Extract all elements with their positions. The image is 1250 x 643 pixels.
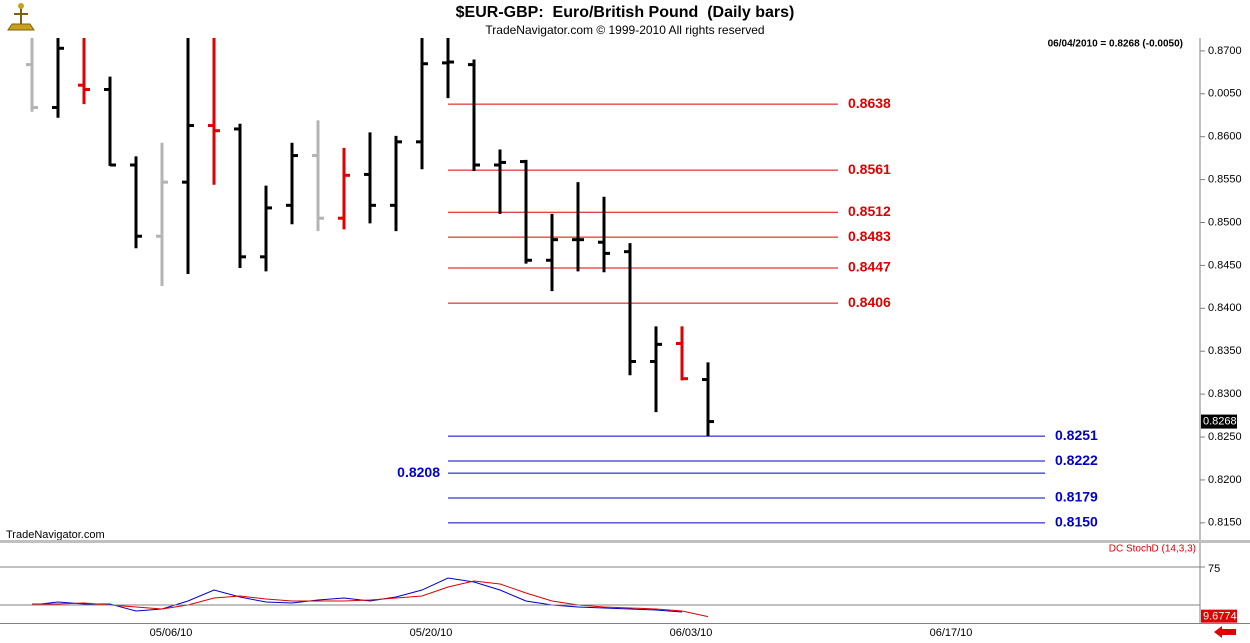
y-tick-label: 0.8700: [1208, 45, 1242, 57]
indicator-title: DC StochD (14,3,3): [1109, 544, 1196, 555]
y-tick-label: 0.0050: [1208, 88, 1242, 100]
y-tick-label: 0.8250: [1208, 431, 1242, 443]
y-tick-label: 0.8550: [1208, 173, 1242, 185]
y-tick-label: 0.8400: [1208, 302, 1242, 314]
y-tick-label: 0.8150: [1208, 517, 1242, 529]
y-tick-label: 0.8500: [1208, 216, 1242, 228]
y-tick-label: 0.8600: [1208, 131, 1242, 143]
quote: 06/04/2010 = 0.8268 (-0.0050): [1048, 39, 1183, 50]
logo: [7, 3, 35, 31]
level-label: 0.8447: [848, 259, 891, 275]
level-label: 0.8406: [848, 294, 891, 310]
chart-title: $EUR-GBP: Euro/British Pound (Daily bars…: [456, 4, 795, 21]
indicator-line: [32, 580, 709, 618]
watermark: TradeNavigator.com: [6, 529, 105, 541]
last-price-label: 0.8268: [1203, 415, 1237, 427]
chart-subtitle: TradeNavigator.com © 1999-2010 All right…: [485, 23, 764, 37]
y-tick-label: 0.8350: [1208, 345, 1242, 357]
x-tick-label: 06/03/10: [670, 627, 713, 639]
indicator-line: [31, 577, 683, 613]
last-value-box: [1201, 609, 1237, 623]
y-tick-label: 75: [1208, 563, 1220, 575]
x-tick-label: 05/06/10: [150, 627, 193, 639]
panel-separator: [0, 540, 1250, 543]
last-price-box: [1201, 414, 1237, 429]
level-label: 0.8561: [848, 161, 891, 177]
level-label: 0.8208: [397, 464, 440, 480]
last-value-label: 9.6774: [1203, 611, 1237, 623]
level-label: 0.8512: [848, 203, 891, 219]
x-tick-label: 05/20/10: [410, 627, 453, 639]
y-tick-label: 0.8450: [1208, 259, 1242, 271]
level-label: 0.8150: [1055, 514, 1098, 530]
level-label: 0.8483: [848, 228, 891, 244]
y-tick-label: 0.8200: [1208, 474, 1242, 486]
level-label: 0.8638: [848, 95, 891, 111]
level-label: 0.8251: [1055, 427, 1098, 443]
level-label: 0.8222: [1055, 452, 1098, 468]
price-panel: [26, 38, 1045, 524]
scroll-arrow[interactable]: [1214, 626, 1236, 638]
x-tick-label: 06/17/10: [930, 627, 973, 639]
indicator-panel: [31, 577, 709, 618]
level-label: 0.8179: [1055, 489, 1098, 505]
y-tick-label: 0.8300: [1208, 388, 1242, 400]
